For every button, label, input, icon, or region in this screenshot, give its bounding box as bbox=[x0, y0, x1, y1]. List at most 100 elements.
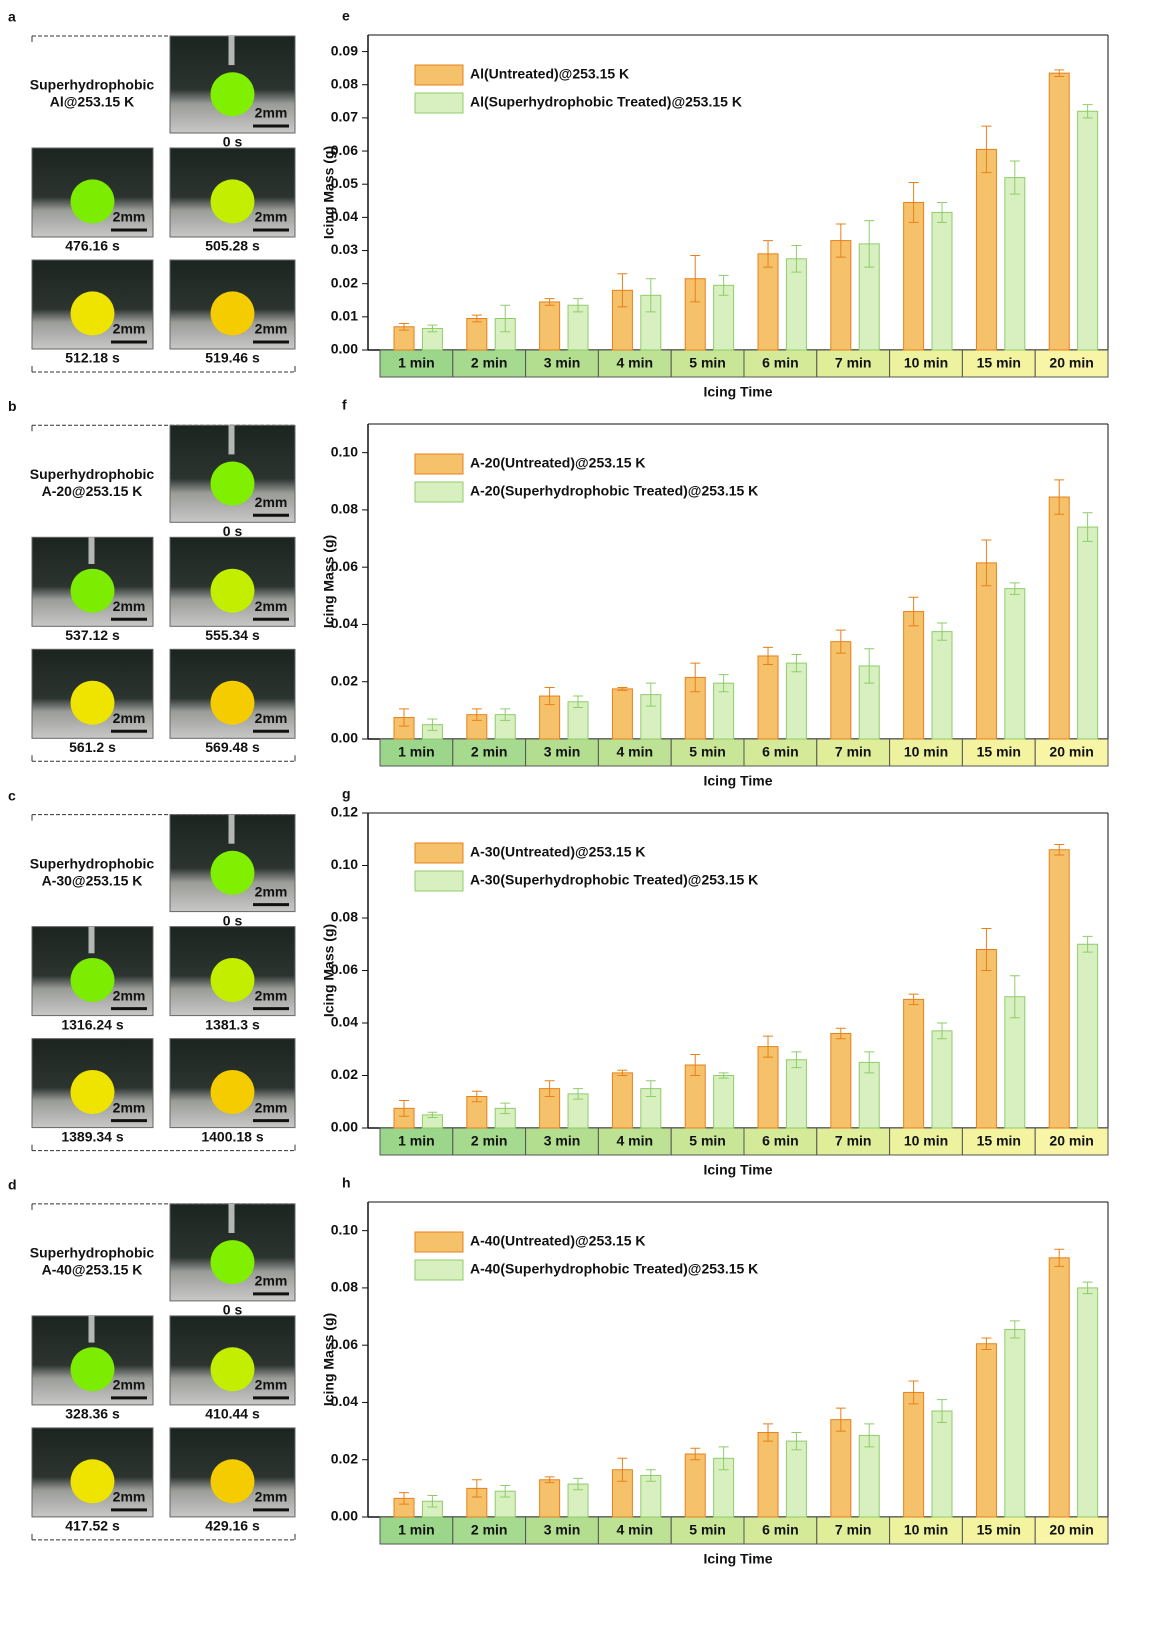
bar bbox=[932, 1031, 952, 1128]
time-label: 429.16 s bbox=[205, 1518, 260, 1534]
bar bbox=[932, 1411, 952, 1517]
x-tick-label: 5 min bbox=[689, 1133, 726, 1149]
x-tick-label: 7 min bbox=[835, 744, 872, 760]
needle bbox=[229, 36, 235, 65]
time-label: 561.2 s bbox=[69, 739, 116, 755]
x-tick-label: 5 min bbox=[689, 744, 726, 760]
x-tick-label: 5 min bbox=[689, 1522, 726, 1538]
x-axis-label: Icing Time bbox=[704, 773, 773, 789]
scale-label: 2mm bbox=[255, 321, 288, 337]
panel-letter: g bbox=[342, 786, 351, 802]
x-axis-label: Icing Time bbox=[704, 1551, 773, 1567]
droplet bbox=[71, 179, 115, 223]
bar bbox=[904, 1392, 924, 1517]
time-label: 476.16 s bbox=[65, 238, 120, 254]
y-tick-label: 0.09 bbox=[331, 42, 358, 58]
y-tick-label: 0.08 bbox=[331, 909, 358, 925]
x-tick-label: 20 min bbox=[1049, 1133, 1093, 1149]
time-label: 569.48 s bbox=[205, 739, 260, 755]
scale-label: 2mm bbox=[255, 598, 288, 614]
bar bbox=[1005, 589, 1025, 739]
y-tick-label: 0.06 bbox=[331, 558, 358, 574]
x-tick-label: 20 min bbox=[1049, 355, 1093, 371]
time-label: 1389.34 s bbox=[61, 1128, 123, 1144]
bar bbox=[1049, 1258, 1069, 1517]
scale-label: 2mm bbox=[255, 494, 288, 510]
bar bbox=[714, 1076, 734, 1129]
scale-label: 2mm bbox=[113, 710, 146, 726]
x-tick-label: 10 min bbox=[904, 355, 948, 371]
y-tick-label: 0.04 bbox=[331, 208, 358, 224]
bar bbox=[859, 1435, 879, 1517]
y-tick-label: 0.01 bbox=[331, 308, 358, 324]
bar bbox=[831, 1420, 851, 1517]
bar bbox=[685, 1454, 705, 1517]
bar bbox=[932, 632, 952, 739]
bar bbox=[904, 202, 924, 350]
bar bbox=[1049, 497, 1069, 739]
droplet bbox=[211, 462, 255, 506]
bar bbox=[1078, 527, 1098, 739]
legend-label: Al(Superhydrophobic Treated)@253.15 K bbox=[470, 94, 742, 110]
x-tick-label: 2 min bbox=[471, 355, 508, 371]
time-label: 1316.24 s bbox=[61, 1016, 123, 1032]
y-tick-label: 0.02 bbox=[331, 1066, 358, 1082]
y-tick-label: 0.00 bbox=[331, 341, 358, 357]
droplet bbox=[211, 291, 255, 335]
scale-label: 2mm bbox=[113, 209, 146, 225]
x-tick-label: 2 min bbox=[471, 744, 508, 760]
droplet bbox=[71, 291, 115, 335]
y-tick-label: 0.08 bbox=[331, 501, 358, 517]
legend-swatch bbox=[415, 93, 463, 113]
x-tick-label: 4 min bbox=[617, 1133, 654, 1149]
x-tick-label: 6 min bbox=[762, 355, 799, 371]
time-label: 505.28 s bbox=[205, 238, 260, 254]
legend-label: A-30(Untreated)@253.15 K bbox=[470, 844, 646, 860]
sample-title: Al@253.15 K bbox=[50, 94, 134, 110]
x-tick-label: 15 min bbox=[977, 1522, 1021, 1538]
bar bbox=[540, 1480, 560, 1517]
sample-title: Superhydrophobic bbox=[30, 466, 155, 482]
scale-label: 2mm bbox=[255, 105, 288, 121]
y-tick-label: 0.00 bbox=[331, 1508, 358, 1524]
y-tick-label: 0.06 bbox=[331, 1336, 358, 1352]
bar bbox=[1078, 111, 1098, 350]
droplet bbox=[211, 958, 255, 1002]
droplet bbox=[211, 681, 255, 725]
droplet bbox=[71, 681, 115, 725]
time-label: 328.36 s bbox=[65, 1406, 120, 1422]
x-tick-label: 3 min bbox=[544, 744, 581, 760]
y-tick-label: 0.04 bbox=[331, 1393, 358, 1409]
y-tick-label: 0.00 bbox=[331, 1119, 358, 1135]
y-tick-label: 0.03 bbox=[331, 241, 358, 257]
legend-label: A-30(Superhydrophobic Treated)@253.15 K bbox=[470, 872, 758, 888]
x-tick-label: 7 min bbox=[835, 355, 872, 371]
bar bbox=[786, 663, 806, 739]
x-tick-label: 6 min bbox=[762, 1133, 799, 1149]
panel-letter: c bbox=[8, 787, 16, 803]
sample-title: A-30@253.15 K bbox=[42, 872, 143, 888]
bar bbox=[641, 1475, 661, 1517]
scale-label: 2mm bbox=[255, 987, 288, 1003]
sample-title: A-40@253.15 K bbox=[42, 1262, 143, 1278]
panel-letter: d bbox=[8, 1177, 17, 1193]
x-tick-label: 4 min bbox=[617, 355, 654, 371]
sample-title: Superhydrophobic bbox=[30, 855, 155, 871]
y-tick-label: 0.02 bbox=[331, 672, 358, 688]
x-axis-label: Icing Time bbox=[704, 384, 773, 400]
legend-swatch bbox=[415, 1260, 463, 1280]
bar bbox=[612, 689, 632, 739]
y-tick-label: 0.06 bbox=[331, 142, 358, 158]
y-tick-label: 0.07 bbox=[331, 109, 358, 125]
droplet bbox=[211, 179, 255, 223]
droplet bbox=[211, 569, 255, 613]
y-tick-label: 0.04 bbox=[331, 615, 358, 631]
x-tick-label: 15 min bbox=[977, 355, 1021, 371]
y-tick-label: 0.04 bbox=[331, 1014, 358, 1030]
needle bbox=[89, 1316, 95, 1343]
x-tick-label: 15 min bbox=[977, 744, 1021, 760]
needle bbox=[229, 1204, 235, 1233]
sample-title: A-20@253.15 K bbox=[42, 483, 143, 499]
bar bbox=[758, 656, 778, 739]
droplet bbox=[211, 851, 255, 895]
